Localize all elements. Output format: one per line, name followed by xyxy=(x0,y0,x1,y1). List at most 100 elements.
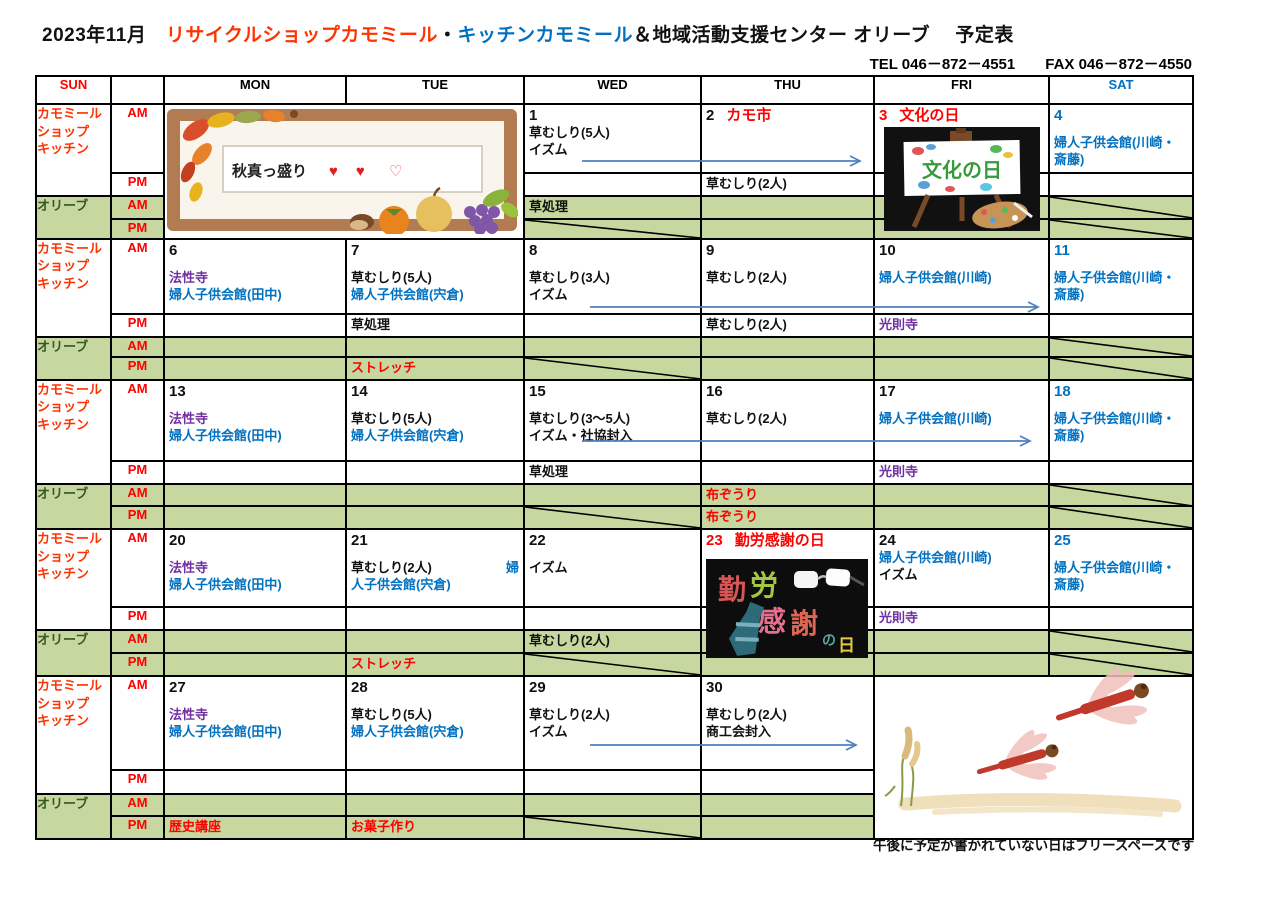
w2-pm-tue: 草処理 xyxy=(345,312,525,338)
cell-content: 20 法性寺 婦人子供会館(田中) xyxy=(166,531,344,596)
header-day-mon: MON xyxy=(163,75,347,105)
label-line: カモミール xyxy=(37,106,103,121)
entry-line: ストレッチ xyxy=(351,360,519,377)
w3-am-row: カモミール ショップ キッチン AM 13 法性寺 婦人子供会館(田中) 14 草むしり(5人)… xyxy=(35,378,1194,485)
text-run: 13 xyxy=(169,382,186,400)
w2-am-fri: 10 婦人子供会館(川崎) xyxy=(873,237,1050,315)
w2-pm-sat xyxy=(1048,312,1194,338)
w4-olive-pm-row: PM ストレッチ xyxy=(36,652,1194,678)
w3-pm-mon xyxy=(163,459,347,485)
text-run: 光則寺 xyxy=(879,610,919,626)
w1-am-fri: 3 文化の日 xyxy=(873,103,1050,174)
dragonfly-image-cell xyxy=(873,675,1194,840)
text-run: 婦人子供会館(川崎) xyxy=(879,410,992,426)
label-line: キッチン xyxy=(37,141,90,157)
tel-number: TEL 046－872－4551 xyxy=(869,56,1016,73)
date-line: 13 xyxy=(169,383,341,401)
text-run: 布ぞうり xyxy=(706,509,759,525)
w4-am-sat: 25 婦人子供会館(川崎・斎藤) xyxy=(1048,528,1194,609)
w2-olive-am-mon xyxy=(163,335,347,358)
w3-am-mon: 13 法性寺 婦人子供会館(田中) xyxy=(163,378,347,462)
text-run: イズム xyxy=(529,141,568,157)
date-line: 24 xyxy=(879,532,1044,550)
w3-am-wed: 15 草むしり(3～5人) イズム・社協封入 xyxy=(523,378,702,462)
text-run: 歴史講座 xyxy=(169,819,222,835)
text-run: 草むしり(2人) xyxy=(706,410,787,426)
text-run: お菓子作り xyxy=(351,819,417,835)
text-run: イズム xyxy=(529,286,568,302)
label-line: カモミール xyxy=(37,240,103,256)
text-run: 11 xyxy=(1054,241,1070,259)
entry-line: 婦人子供会館(宍倉) xyxy=(351,724,519,741)
entry-line: 草処理 xyxy=(529,464,696,481)
text-run: 婦人子供会館(田中) xyxy=(169,723,282,739)
w2-olive-pm-sat xyxy=(1048,355,1194,381)
w1-am-row: カモミール ショップ キッチン AM 1 草むしり(5人) イズム 2 カモ市 3 文化の日 4 婦人子… xyxy=(35,103,1194,240)
text-run: カモ市 xyxy=(726,107,772,124)
w3-pm-sat xyxy=(1048,459,1194,485)
date-line: 18 xyxy=(1054,383,1188,401)
text-run: 28 xyxy=(351,679,368,697)
am-label: AM xyxy=(110,195,165,220)
entry-line: 歴史講座 xyxy=(169,819,341,836)
text-run: 婦人子供会館(宍倉) xyxy=(351,427,464,443)
w2-olive-am-thu xyxy=(700,335,875,358)
w3-olive-pm-sat xyxy=(1048,505,1194,531)
w5-pm-row: PM xyxy=(36,769,1193,796)
w3-pm-thu xyxy=(700,459,875,485)
w5-am-thu: 30 草むしり(2人) 商工会封入 xyxy=(700,675,875,772)
entry-line: 婦人子供会館(田中) xyxy=(169,724,341,741)
cell-content: 23 勤労感謝の日 xyxy=(703,531,872,552)
date-line: 23 勤労感謝の日 xyxy=(706,532,869,550)
label-line: ショップ xyxy=(37,695,90,711)
entry-line: 草むしり(2人) xyxy=(706,707,869,724)
text-run: 草むしり(3～5人) xyxy=(529,410,631,426)
diagonal-strike-line xyxy=(1050,631,1192,652)
text-run: 婦人子供会館(川崎) xyxy=(879,550,992,566)
w3-olive-pm-mon xyxy=(163,505,347,531)
header-row: SUN MON TUE WED THU FRI SAT xyxy=(35,75,1194,105)
cell-content: 11 婦人子供会館(川崎・斎藤) xyxy=(1051,241,1191,306)
text-run: 9 xyxy=(706,241,715,259)
cell-content: 光則寺 xyxy=(876,463,1047,482)
w2-pm-wed xyxy=(523,312,702,338)
pm-label: PM xyxy=(110,172,165,197)
text-run: 4 xyxy=(1054,107,1063,124)
pm-label: PM xyxy=(110,355,165,381)
w4-olive-pm-tue: ストレッチ xyxy=(345,652,525,678)
kamomile-shop-kitchen-label: カモミール ショップ キッチン xyxy=(35,528,112,632)
w4-pm-sat xyxy=(1048,606,1194,632)
cell-content: 18 婦人子供会館(川崎・斎藤) xyxy=(1051,382,1191,447)
date-line: 27 xyxy=(169,679,341,697)
w5-olive-pm-tue: お菓子作り xyxy=(345,815,525,840)
cell-content: 2 カモ市 xyxy=(703,106,872,127)
w3-am-thu: 16 草むしり(2人) xyxy=(700,378,875,462)
entry-line: 草むしり(5人) xyxy=(529,125,696,142)
entry-line: 光則寺 xyxy=(879,464,1044,481)
date-line: 17 xyxy=(879,383,1044,401)
text-run: ストレッチ xyxy=(351,359,417,375)
olive-label: オリーブ xyxy=(35,335,112,381)
w2-am-mon: 6 法性寺 婦人子供会館(田中) xyxy=(163,237,347,315)
entry-line: 草むしり(2人) xyxy=(706,270,869,287)
entry-line: イズム xyxy=(529,560,696,577)
text-run: 24 xyxy=(879,532,896,550)
entry-line: 草むしり(5人) xyxy=(351,411,519,428)
text-run: 2 xyxy=(706,107,715,124)
entry-line: 法性寺 xyxy=(169,707,341,724)
am-label: AM xyxy=(110,237,165,315)
text-run: イズム xyxy=(529,560,568,576)
w2-am-wed: 8 草むしり(3人) イズム xyxy=(523,237,702,315)
cell-content: 21 草むしり(2人) 婦人子供会館(宍倉) xyxy=(348,531,522,596)
w2-pm-thu: 草むしり(2人) xyxy=(700,312,875,338)
pm-label: PM xyxy=(110,459,165,485)
am-label: AM xyxy=(110,675,165,772)
w2-am-row: カモミール ショップ キッチン AM 6 法性寺 婦人子供会館(田中) 7 草むしり(5人) 婦人… xyxy=(35,237,1194,338)
entry-line: 婦人子供会館(田中) xyxy=(169,287,341,304)
cell-content: 24 婦人子供会館(川崎) イズム xyxy=(876,531,1047,586)
kamomile-shop-kitchen-label: カモミール ショップ キッチン xyxy=(35,237,112,338)
text-run: 勤労感謝の日 xyxy=(734,532,825,550)
entry-line: イズム・社協封入 xyxy=(529,428,696,445)
label-line: キッチン xyxy=(37,713,90,729)
date-line: 4 xyxy=(1054,107,1188,125)
